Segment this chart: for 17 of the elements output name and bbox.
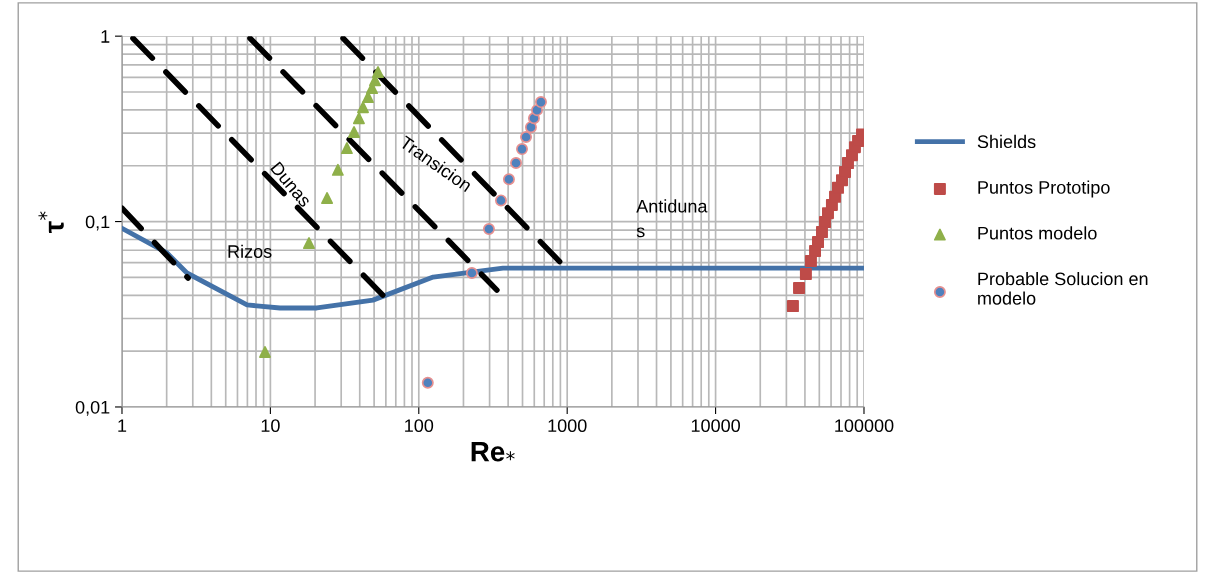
y-axis-title: τ$^{*}$ bbox=[38, 211, 64, 233]
x-tick-label: 100 bbox=[405, 419, 434, 433]
legend-label: Puntos modelo bbox=[978, 226, 1097, 240]
y-tick-label: 0,01 bbox=[75, 400, 110, 416]
x-tick-label: 100000 bbox=[835, 419, 894, 433]
legend-label: Probable Solucion en modelo bbox=[978, 272, 1148, 305]
y-tick-label: 0,1 bbox=[85, 215, 110, 231]
x-tick-label: 1 bbox=[118, 419, 127, 432]
y-tick-label: 1 bbox=[101, 30, 110, 43]
annotation: Antiduna s bbox=[636, 199, 708, 238]
x-axis-title: Re$_{*}$ bbox=[471, 442, 515, 462]
x-tick-label: 10 bbox=[261, 419, 280, 433]
x-tick-label: 1000 bbox=[548, 419, 587, 433]
legend-label: Puntos Prototipo bbox=[978, 180, 1110, 198]
annotation: Rizos bbox=[228, 244, 272, 258]
legend-label: Shields bbox=[977, 134, 1036, 149]
x-tick-label: 10000 bbox=[691, 419, 740, 433]
